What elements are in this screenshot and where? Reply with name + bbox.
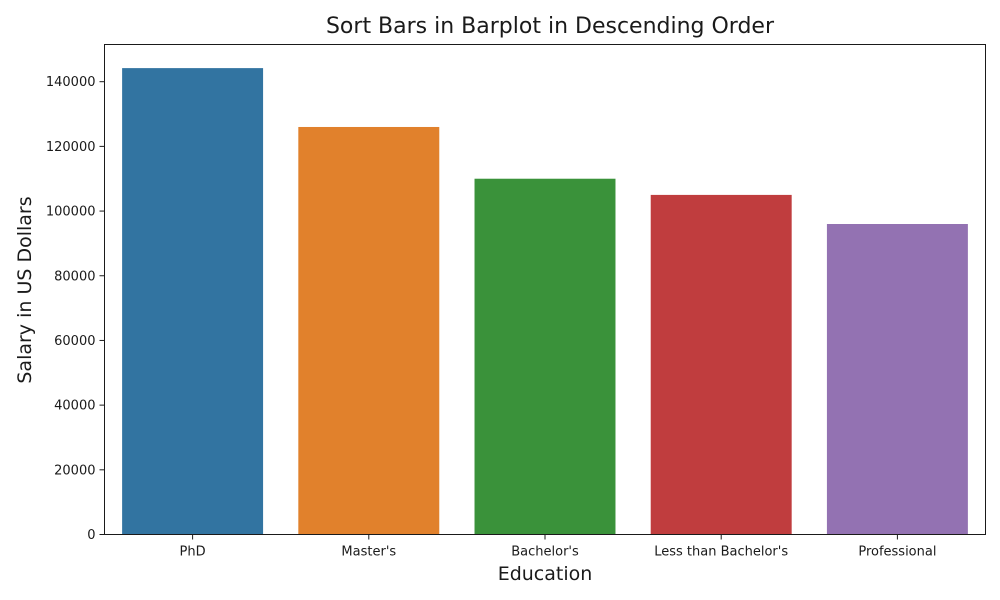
y-tick-label: 100000 <box>46 205 96 220</box>
bar-phd <box>122 68 264 535</box>
y-tick-label: 0 <box>87 528 95 543</box>
y-axis-label: Salary in US Dollars <box>14 196 36 383</box>
y-tick-label: 80000 <box>54 269 95 284</box>
y-axis: 0 20000 40000 60000 80000 100000 120000 140000 <box>46 75 105 543</box>
x-axis-label: Education <box>498 563 593 585</box>
y-tick-label: 40000 <box>54 399 95 414</box>
bars <box>122 68 968 535</box>
x-tick-label: Master's <box>341 545 396 560</box>
x-tick-label: Less than Bachelor's <box>654 545 788 560</box>
bar-bachelor-s <box>474 178 616 535</box>
plot-frame <box>104 44 986 535</box>
chart-title: Sort Bars in Barplot in Descending Order <box>326 14 775 39</box>
y-tick-label: 120000 <box>46 140 96 155</box>
bar-master-s <box>298 126 440 535</box>
x-tick-label: PhD <box>180 545 206 560</box>
x-tick-label: Bachelor's <box>511 545 579 560</box>
x-tick-label: Professional <box>858 545 936 560</box>
bar-less-than-bachelor-s <box>650 194 792 535</box>
y-tick-label: 60000 <box>54 334 95 349</box>
y-tick-label: 20000 <box>54 463 95 478</box>
y-tick-label: 140000 <box>46 75 96 90</box>
x-axis: PhD Master's Bachelor's Less than Bachelor'… <box>180 534 936 560</box>
bar-professional <box>826 224 968 535</box>
